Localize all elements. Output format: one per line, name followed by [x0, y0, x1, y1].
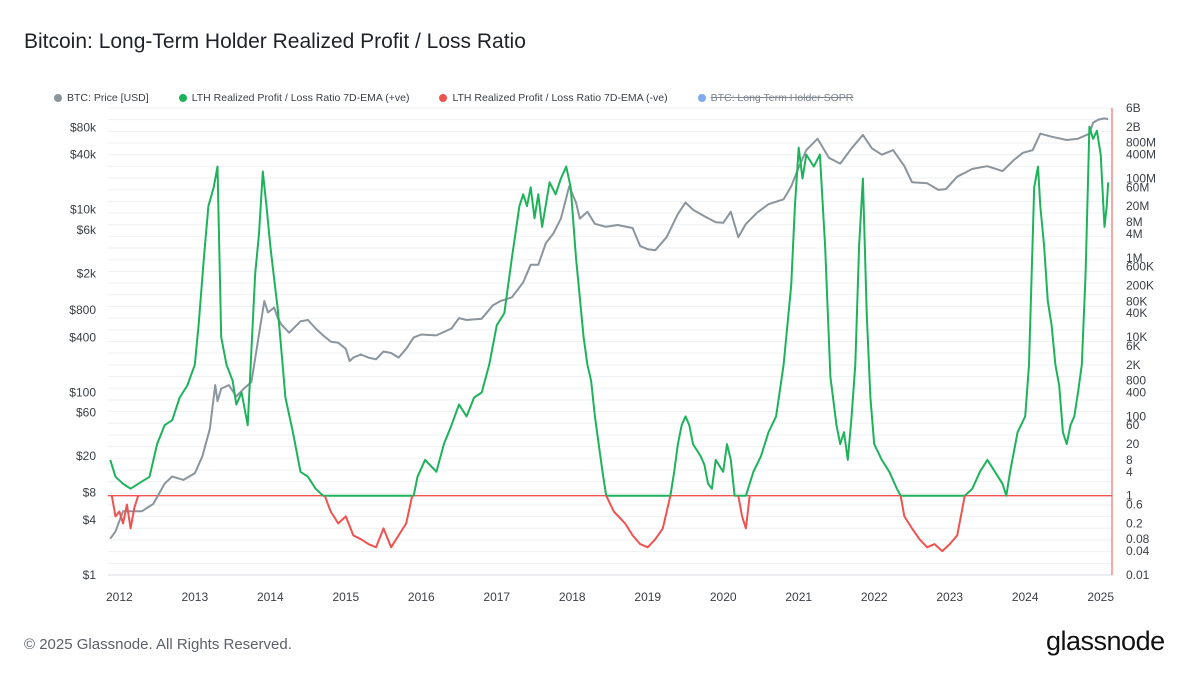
y-right-tick-label: 40K	[1126, 306, 1147, 320]
series-lth-positive-line	[109, 125, 1110, 497]
legend-dot-btc-price	[54, 94, 62, 102]
y-left-tick-label: $10k	[70, 203, 97, 217]
y-right-tick-label: 0.6	[1126, 497, 1143, 511]
y-right-tick-label: 6K	[1126, 339, 1141, 353]
y-right-tick-label: 0.08	[1126, 532, 1150, 546]
y-left-tick-label: $4	[83, 513, 97, 527]
legend-dot-lth-positive	[178, 94, 187, 102]
y-right-tick-label: 1	[1126, 489, 1133, 503]
legend-item-btc-price[interactable]: BTC: Price [USD]	[54, 92, 149, 104]
y-axis-left: $1 $4 $8 $20 $60 $100 $400 $800 $2k $6k $10k $40k $8…	[69, 120, 97, 582]
x-tick-label: 2023	[936, 590, 963, 604]
y-left-tick-label: $6k	[77, 223, 97, 237]
y-left-tick-label: $20	[76, 449, 96, 463]
copyright-text: © 2025 Glassnode. All Rights Reserved.	[24, 636, 292, 653]
y-right-tick-label: 20M	[1126, 199, 1149, 213]
x-tick-label: 2016	[408, 590, 435, 604]
x-tick-label: 2017	[483, 590, 510, 604]
legend-item-lth-positive[interactable]: LTH Realized Profit / Loss Ratio 7D-EMA …	[178, 92, 410, 104]
y-right-tick-label: 10K	[1126, 330, 1147, 344]
x-tick-label: 2025	[1087, 590, 1114, 604]
y-left-tick-label: $400	[69, 330, 96, 344]
y-left-tick-label: $100	[69, 385, 96, 399]
chart-legend: BTC: Price [USD] LTH Realized Profit / L…	[54, 92, 883, 104]
legend-label: BTC: Long Term Holder SOPR	[710, 92, 854, 104]
y-right-tick-label: 200K	[1126, 279, 1154, 293]
y-right-tick-label: 8	[1126, 453, 1133, 467]
y-axis-right: 0.010.040.080.20.614820601004008002K6K10…	[1111, 101, 1156, 582]
legend-label: LTH Realized Profit / Loss Ratio 7D-EMA …	[452, 92, 668, 104]
legend-dot-lth-sopr	[697, 94, 706, 102]
legend-label: LTH Realized Profit / Loss Ratio 7D-EMA …	[191, 92, 410, 104]
y-right-tick-label: 2B	[1126, 120, 1141, 134]
y-right-tick-label: 6B	[1126, 101, 1141, 115]
y-right-tick-label: 4M	[1126, 227, 1143, 241]
y-right-tick-label: 8M	[1126, 215, 1143, 229]
x-tick-label: 2013	[181, 590, 208, 604]
y-left-tick-label: $1	[83, 568, 97, 582]
y-right-tick-label: 80K	[1126, 294, 1147, 308]
y-right-tick-label: 20	[1126, 437, 1140, 451]
glassnode-logo: glassnode	[1046, 626, 1165, 656]
y-left-tick-label: $60	[76, 406, 96, 420]
legend-item-lth-negative[interactable]: LTH Realized Profit / Loss Ratio 7D-EMA …	[439, 92, 668, 104]
series-lth-negative-segment	[110, 495, 140, 530]
y-right-tick-label: 60	[1126, 418, 1140, 432]
series-lth-negative-segment	[899, 495, 966, 553]
series-lth-negative-segment	[737, 495, 751, 530]
x-tick-label: 2024	[1012, 590, 1039, 604]
y-right-tick-label: 2K	[1126, 358, 1141, 372]
x-tick-label: 2012	[106, 590, 133, 604]
y-right-tick-label: 100M	[1126, 172, 1156, 186]
y-right-tick-label: 400M	[1126, 148, 1156, 162]
y-right-tick-label: 0.2	[1126, 516, 1143, 530]
y-left-tick-label: $2k	[77, 267, 97, 281]
x-tick-label: 2015	[332, 590, 359, 604]
y-left-tick-label: $8	[83, 486, 97, 500]
y-right-tick-label: 800	[1126, 374, 1146, 388]
y-right-tick-label: 100	[1126, 409, 1146, 423]
chart-title: Bitcoin: Long-Term Holder Realized Profi…	[24, 30, 526, 53]
series-btc-price-line	[109, 117, 1109, 540]
legend-dot-lth-negative	[439, 94, 448, 102]
y-left-tick-label: $80k	[70, 120, 97, 134]
x-tick-label: 2019	[634, 590, 661, 604]
series-layer	[108, 117, 1112, 553]
x-tick-label: 2020	[710, 590, 737, 604]
x-axis: 2012 2013 2014 2015 2016 2017 2018 2019 2020 2021…	[106, 574, 1114, 604]
x-tick-label: 2022	[861, 590, 888, 604]
legend-label: BTC: Price [USD]	[67, 92, 149, 104]
y-right-tick-label: 4	[1126, 465, 1133, 479]
x-tick-label: 2021	[785, 590, 812, 604]
series-lth-negative-segment	[605, 495, 672, 549]
x-tick-label: 2018	[559, 590, 586, 604]
y-right-tick-label: 1M	[1126, 251, 1143, 265]
y-right-tick-label: 600K	[1126, 260, 1154, 274]
x-tick-label: 2014	[257, 590, 284, 604]
y-right-tick-label: 0.04	[1126, 544, 1150, 558]
y-right-tick-label: 400	[1126, 386, 1146, 400]
y-right-tick-label: 0.01	[1126, 568, 1150, 582]
series-lth-negative-segment	[323, 495, 414, 549]
legend-item-lth-sopr[interactable]: BTC: Long Term Holder SOPR	[697, 92, 854, 104]
y-left-tick-label: $800	[69, 303, 96, 317]
y-right-tick-label: 60M	[1126, 180, 1149, 194]
y-left-tick-label: $40k	[70, 148, 97, 162]
y-right-tick-label: 800M	[1126, 136, 1156, 150]
